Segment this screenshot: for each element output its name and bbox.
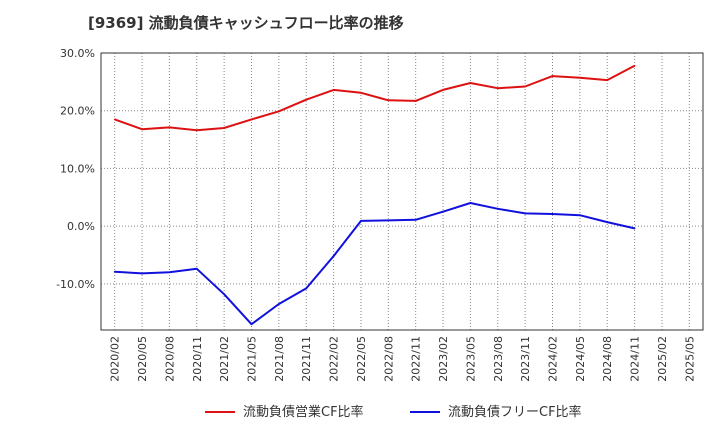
data-point (332, 255, 335, 257)
data-point (606, 221, 609, 223)
x-tick-label: 2024/02 (547, 336, 560, 382)
x-tick-label: 2020/08 (163, 336, 176, 382)
data-point (195, 129, 198, 132)
data-point (250, 323, 253, 326)
data-point (250, 118, 253, 121)
data-point (141, 128, 143, 130)
series-line-1 (114, 64, 636, 132)
series-line-2 (114, 202, 635, 326)
x-tick-label: 2025/05 (683, 336, 696, 382)
x-tick-label: 2023/05 (464, 336, 477, 382)
data-point (469, 82, 472, 84)
y-tick-label: 0.0% (67, 220, 95, 233)
legend-label: 流動負債営業CF比率 (243, 404, 364, 420)
data-point (223, 293, 225, 296)
x-tick-label: 2021/02 (218, 336, 231, 382)
data-point (195, 268, 198, 270)
plot-border (100, 52, 704, 331)
data-point (524, 212, 526, 215)
x-tick-label: 2021/08 (273, 336, 286, 382)
x-tick-label: 2022/02 (328, 336, 341, 382)
data-point (223, 127, 225, 129)
data-point (551, 213, 554, 215)
data-point (551, 75, 554, 77)
data-point (469, 202, 472, 204)
data-point (305, 287, 308, 290)
x-tick-label: 2023/11 (519, 336, 532, 382)
y-tick-label: 10.0% (60, 162, 95, 175)
data-point (305, 98, 308, 101)
data-point (278, 110, 280, 113)
y-tick-label: 30.0% (60, 47, 95, 60)
x-tick-label: 2025/02 (656, 336, 669, 382)
data-point (360, 220, 362, 222)
x-tick-label: 2021/05 (246, 336, 259, 382)
x-tick-label: 2020/05 (136, 336, 149, 382)
data-point (633, 227, 636, 230)
data-point (496, 208, 499, 210)
chart-title: [9369] 流動負債キャッシュフロー比率の推移 (88, 14, 404, 32)
data-point (633, 64, 636, 67)
data-point (332, 89, 335, 91)
data-point (606, 79, 609, 81)
data-point (524, 85, 526, 88)
x-tick-label: 2023/08 (492, 336, 505, 382)
data-point (113, 118, 116, 121)
data-point (168, 126, 171, 129)
x-tick-label: 2023/02 (437, 336, 450, 382)
data-point (414, 218, 417, 221)
data-point (387, 99, 390, 102)
x-tick-label: 2021/11 (300, 336, 313, 382)
x-tick-label: 2020/11 (191, 336, 204, 382)
data-point (360, 92, 362, 94)
x-tick-label: 2020/02 (109, 336, 122, 382)
y-tick-label: -10.0% (56, 278, 95, 291)
data-point (442, 89, 444, 91)
data-point (387, 219, 390, 222)
data-point (496, 87, 499, 90)
x-tick-label: 2022/05 (355, 336, 368, 382)
x-tick-label: 2024/05 (574, 336, 587, 382)
data-point (579, 214, 581, 216)
data-point (168, 271, 171, 274)
data-point (414, 100, 417, 102)
y-tick-label: 20.0% (60, 105, 95, 118)
legend-label: 流動負債フリーCF比率 (448, 404, 582, 420)
x-tick-label: 2022/11 (410, 336, 423, 382)
data-point (442, 210, 444, 213)
x-tick-label: 2022/08 (382, 336, 395, 382)
data-point (278, 303, 280, 305)
data-point (113, 270, 116, 273)
x-tick-label: 2024/08 (601, 336, 614, 382)
data-point (579, 77, 581, 79)
x-tick-label: 2024/11 (629, 336, 642, 382)
data-point (141, 272, 143, 275)
